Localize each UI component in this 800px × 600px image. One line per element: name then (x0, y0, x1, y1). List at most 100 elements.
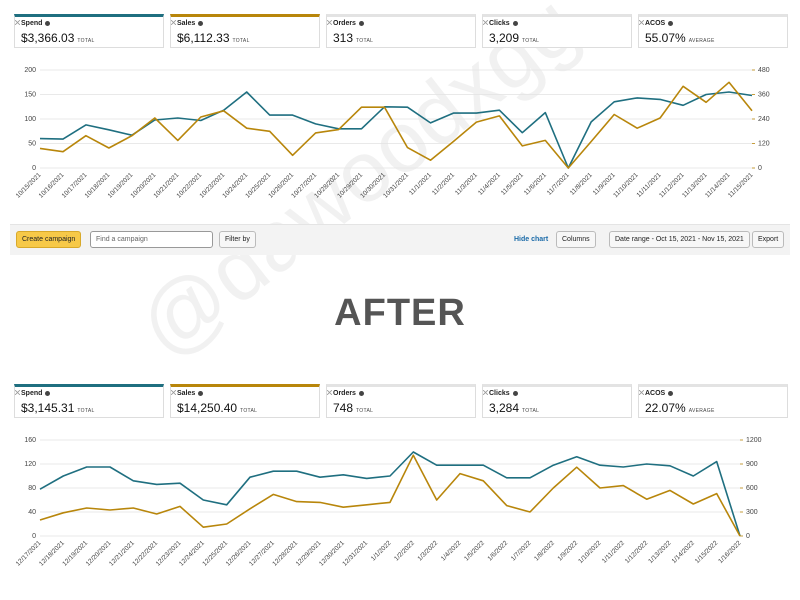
metric-value-row: $6,112.33 TOTAL (177, 31, 313, 45)
metric-value-row: 748 TOTAL (333, 401, 469, 415)
metric-suffix: AVERAGE (688, 38, 715, 44)
metric-label-row: Orders (333, 20, 469, 27)
metric-label-row: Sales (177, 390, 313, 397)
metric-value: 55.07% (645, 31, 686, 45)
x-tick-label: 10/31/2021 (382, 171, 410, 199)
metric-value-row: 313 TOTAL (333, 31, 469, 45)
metric-suffix: TOTAL (522, 38, 540, 44)
metric-value: $6,112.33 (177, 31, 230, 45)
metric-label: Clicks (489, 390, 510, 397)
metric-suffix: TOTAL (240, 408, 258, 414)
close-icon[interactable] (327, 390, 332, 395)
close-icon[interactable] (483, 20, 488, 25)
y-tick-label: 200 (24, 67, 36, 74)
x-tick-label: 1/7/2022 (510, 539, 533, 562)
x-tick-label: 11/8/2021 (569, 171, 594, 196)
metric-label: Spend (21, 390, 43, 397)
metric-value-row: 3,284 TOTAL (489, 401, 625, 415)
x-tick-label: 1/10/2022 (577, 539, 603, 565)
metric-value-row: 55.07% AVERAGE (645, 31, 781, 45)
x-tick-label: 11/5/2021 (500, 171, 525, 196)
y-tick-label: 80 (28, 485, 36, 492)
metric-value: $3,366.03 (21, 31, 75, 45)
metric-card[interactable]: Spend $3,366.03 TOTAL (14, 14, 164, 48)
close-glyph (639, 20, 644, 25)
metric-card[interactable]: Orders 748 TOTAL (326, 384, 476, 418)
metric-label-row: Sales (177, 20, 313, 27)
metric-card[interactable]: Clicks 3,284 TOTAL (482, 384, 632, 418)
info-icon (668, 21, 674, 26)
search-box[interactable]: Find a campaign (90, 231, 213, 248)
columns-button[interactable]: Columns (556, 231, 596, 248)
close-icon[interactable] (15, 20, 20, 25)
metric-suffix: TOTAL (77, 408, 95, 414)
metric-label-row: Clicks (489, 20, 625, 27)
metric-label-row: ACOS (645, 390, 781, 397)
x-tick-label: 11/3/2021 (454, 171, 479, 196)
heading: AFTER (334, 292, 466, 334)
filter-button[interactable]: Filter by (219, 231, 256, 248)
metric-card[interactable]: Orders 313 TOTAL (326, 14, 476, 48)
close-icon[interactable] (483, 390, 488, 395)
metric-value: 22.07% (645, 401, 686, 415)
x-tick-label: 1/13/2022 (647, 539, 673, 565)
info-icon (358, 21, 364, 26)
y-tick-label: 50 (28, 140, 36, 147)
metric-value: 313 (333, 31, 354, 45)
close-icon[interactable] (15, 390, 20, 395)
hide-chart-link[interactable]: Hide chart (514, 236, 549, 243)
y2-tick-label: 480 (758, 67, 770, 74)
metric-label-row: Spend (21, 390, 157, 397)
x-tick-label: 11/15/2021 (727, 171, 755, 199)
close-glyph (15, 390, 20, 395)
x-tick-label: 11/2/2021 (431, 171, 456, 196)
y2-tick-label: 300 (746, 509, 758, 516)
metric-label: Clicks (489, 20, 510, 27)
close-icon[interactable] (639, 390, 644, 395)
metric-label: ACOS (645, 390, 666, 397)
info-icon (512, 21, 518, 26)
series-line (39, 451, 741, 537)
metric-value: 3,209 (489, 31, 520, 45)
metric-value: $14,250.40 (177, 401, 238, 415)
info-icon (512, 391, 518, 396)
metric-card[interactable]: Clicks 3,209 TOTAL (482, 14, 632, 48)
y-tick-label: 40 (28, 509, 36, 516)
metric-card[interactable]: Spend $3,145.31 TOTAL (14, 384, 164, 418)
date-range-button[interactable]: Date range - Oct 15, 2021 - Nov 15, 2021 (609, 231, 750, 248)
x-tick-label: 1/11/2022 (601, 539, 626, 564)
x-tick-label: 1/3/2022 (416, 539, 439, 562)
series-line (39, 91, 753, 169)
export-button[interactable]: Export (752, 231, 785, 248)
info-icon (198, 21, 204, 26)
close-glyph (15, 20, 20, 25)
metric-label: Sales (177, 20, 196, 27)
metric-label-row: ACOS (645, 20, 781, 27)
metric-suffix: TOTAL (356, 408, 374, 414)
y2-tick-label: 360 (758, 91, 770, 98)
series-line (39, 81, 753, 169)
metric-card[interactable]: ACOS 22.07% AVERAGE (638, 384, 788, 418)
close-glyph (327, 20, 332, 25)
close-icon[interactable] (171, 390, 176, 395)
x-tick-label: 1/4/2022 (440, 539, 463, 562)
metric-label: Sales (177, 390, 196, 397)
metric-card[interactable]: Sales $6,112.33 TOTAL (170, 14, 320, 48)
metric-label: Orders (333, 390, 356, 397)
info-icon (198, 391, 204, 396)
metric-label-row: Orders (333, 390, 469, 397)
metric-label: ACOS (645, 20, 666, 27)
y2-tick-label: 900 (746, 461, 758, 468)
x-tick-label: 1/2/2022 (393, 539, 416, 562)
close-icon[interactable] (639, 20, 644, 25)
y-tick-label: 0 (32, 165, 36, 172)
metric-suffix: TOTAL (232, 38, 250, 44)
metric-card[interactable]: Sales $14,250.40 TOTAL (170, 384, 320, 418)
create-campaign-button[interactable]: Create campaign (16, 231, 82, 248)
x-tick-label: 11/1/2021 (408, 171, 433, 196)
metric-card[interactable]: ACOS 55.07% AVERAGE (638, 14, 788, 48)
close-icon[interactable] (327, 20, 332, 25)
close-icon[interactable] (171, 20, 176, 25)
